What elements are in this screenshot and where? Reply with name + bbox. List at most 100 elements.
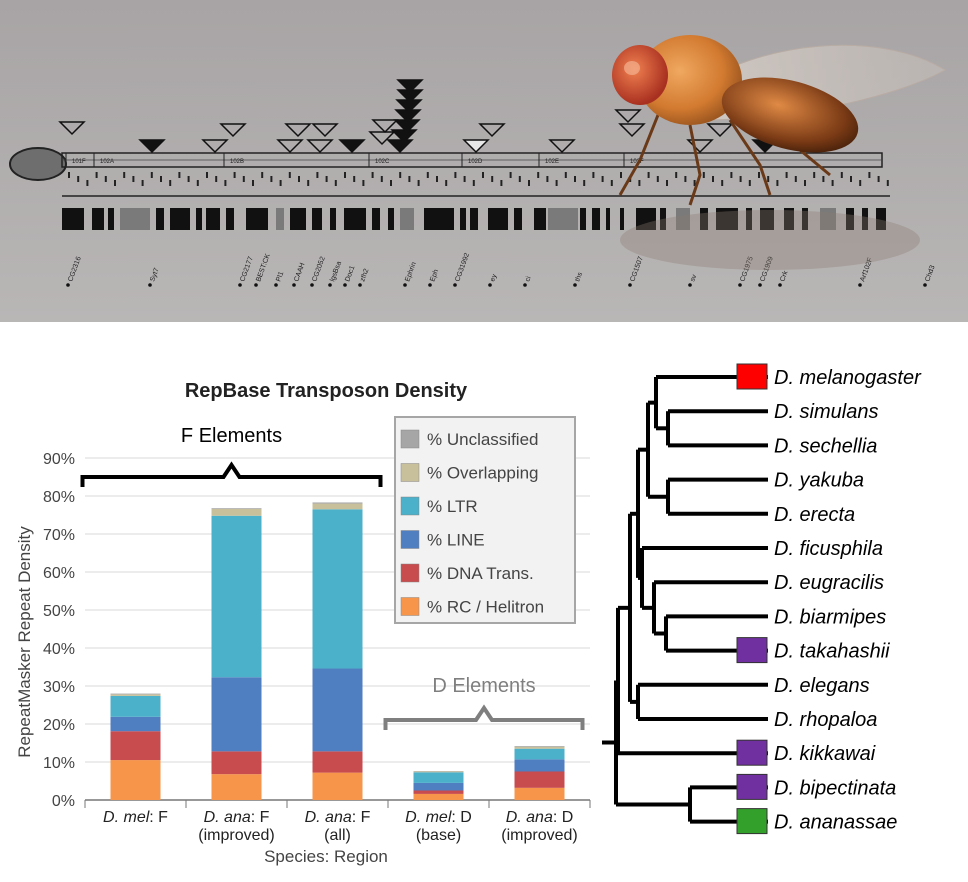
bar-segment — [514, 771, 565, 788]
chart-title: RepBase Transposon Density — [185, 380, 468, 402]
bar-segment — [312, 502, 363, 504]
insertion-triangle — [338, 139, 366, 154]
gene-bar — [226, 208, 234, 230]
species-label: D. eugracilis — [774, 572, 884, 594]
x-tick-label: D. mel: D — [405, 809, 472, 826]
bar-segment — [413, 793, 464, 800]
insertion-triangle — [371, 119, 399, 134]
gene-bar — [460, 208, 466, 230]
gene-bar — [120, 208, 150, 230]
gene-bar — [488, 208, 508, 230]
gene-label: sv — [689, 273, 698, 282]
insertion-triangle — [396, 79, 424, 94]
bar-segment — [211, 751, 262, 775]
gene-label: Pl1 — [275, 271, 285, 283]
bar-segment — [312, 509, 363, 669]
bar-segment — [110, 716, 161, 732]
gene-label: Crk — [779, 270, 789, 283]
insertion-triangle — [311, 123, 339, 138]
gene-bar — [846, 208, 854, 230]
legend-swatch — [400, 463, 420, 482]
group-bracket — [80, 461, 383, 487]
gene-bar — [548, 208, 578, 230]
y-tick-label: 40% — [43, 641, 75, 658]
species-label: D. rhopaloa — [774, 709, 877, 731]
gene-bar — [862, 208, 868, 230]
group-label: D Elements — [432, 675, 535, 697]
species-label: D. ananassae — [774, 812, 897, 834]
transposon-density-chart: RepBase Transposon Density RepeatMasker … — [15, 380, 591, 866]
banner-genome-map: 101F 102A 102B 102C 102D 102E 102F CG2316 Syt7 C… — [0, 0, 968, 322]
insertion-triangle — [706, 123, 734, 138]
x-tick-label-line2: (all) — [324, 827, 351, 844]
legend-swatch — [400, 597, 420, 616]
y-tick-label: 80% — [43, 489, 75, 506]
map-label: 102F — [630, 159, 644, 165]
legend-swatch — [400, 563, 420, 583]
x-axis-ticks: D. mel: F D. ana: F(improved)D. ana: F(al… — [84, 800, 591, 844]
gene-bar — [876, 208, 886, 230]
species-label: D. sechellia — [774, 435, 877, 457]
insertion-triangle — [386, 139, 414, 154]
gene-bar — [108, 208, 114, 230]
gene-bar — [802, 208, 808, 230]
gene-bar — [636, 208, 656, 230]
gene-label: ci — [524, 275, 532, 283]
bars — [110, 502, 565, 800]
legend-swatch — [400, 429, 420, 449]
legend-swatch — [400, 496, 420, 516]
species-label: D. yakuba — [774, 470, 864, 492]
bar-segment — [514, 746, 565, 749]
bar-segment — [413, 790, 464, 794]
feature-ticks — [68, 172, 889, 186]
map-label: 102E — [545, 159, 559, 165]
legend-label: % LTR — [427, 497, 478, 516]
legend-label: % Overlapping — [427, 464, 539, 483]
bar-segment — [312, 668, 363, 752]
species-marker — [736, 637, 768, 664]
gene-bar — [206, 208, 220, 230]
insertion-triangle — [548, 139, 576, 154]
legend-swatch — [400, 530, 420, 549]
bar-segment — [413, 771, 464, 773]
x-tick-label: D. ana: F — [204, 809, 270, 826]
bar-segment — [110, 695, 161, 717]
species-label: D. biarmipes — [774, 606, 886, 628]
insertion-triangle — [614, 109, 642, 124]
bar-segment — [413, 772, 464, 783]
species-label: D. bipectinata — [774, 777, 896, 799]
species-marker — [736, 739, 768, 766]
gene-bar — [716, 208, 738, 230]
gene-label: ths — [574, 271, 584, 283]
gene-bar — [62, 208, 84, 230]
species-label: D. takahashii — [774, 641, 890, 663]
gene-bar — [372, 208, 380, 230]
x-tick-label: D. ana: F — [305, 809, 371, 826]
gene-bar — [470, 208, 478, 230]
bar-segment — [211, 774, 262, 800]
bar-segment — [312, 751, 363, 773]
gene-bar — [196, 208, 202, 230]
insertion-triangle — [219, 123, 247, 138]
gene-bars — [62, 208, 886, 230]
gene-bar — [424, 208, 454, 230]
gene-bar — [534, 208, 546, 230]
x-tick-label-line2: (improved) — [198, 827, 274, 844]
gene-bar — [388, 208, 394, 230]
bar-segment — [312, 772, 363, 800]
species-label: D. erecta — [774, 504, 855, 526]
legend-box — [394, 416, 576, 624]
gene-bar — [276, 208, 284, 230]
bar-segment — [211, 677, 262, 752]
gene-bar — [784, 208, 794, 230]
map-label: 101F — [72, 159, 86, 165]
species-marker — [736, 773, 768, 800]
bar-segment — [514, 748, 565, 760]
insertion-triangle — [618, 123, 646, 138]
gene-bar — [676, 208, 690, 230]
gene-label: Eph — [429, 268, 440, 282]
gene-bar — [514, 208, 522, 230]
gene-bar — [400, 208, 414, 230]
insertion-triangle — [276, 139, 304, 154]
fruit-fly-image — [612, 35, 946, 206]
